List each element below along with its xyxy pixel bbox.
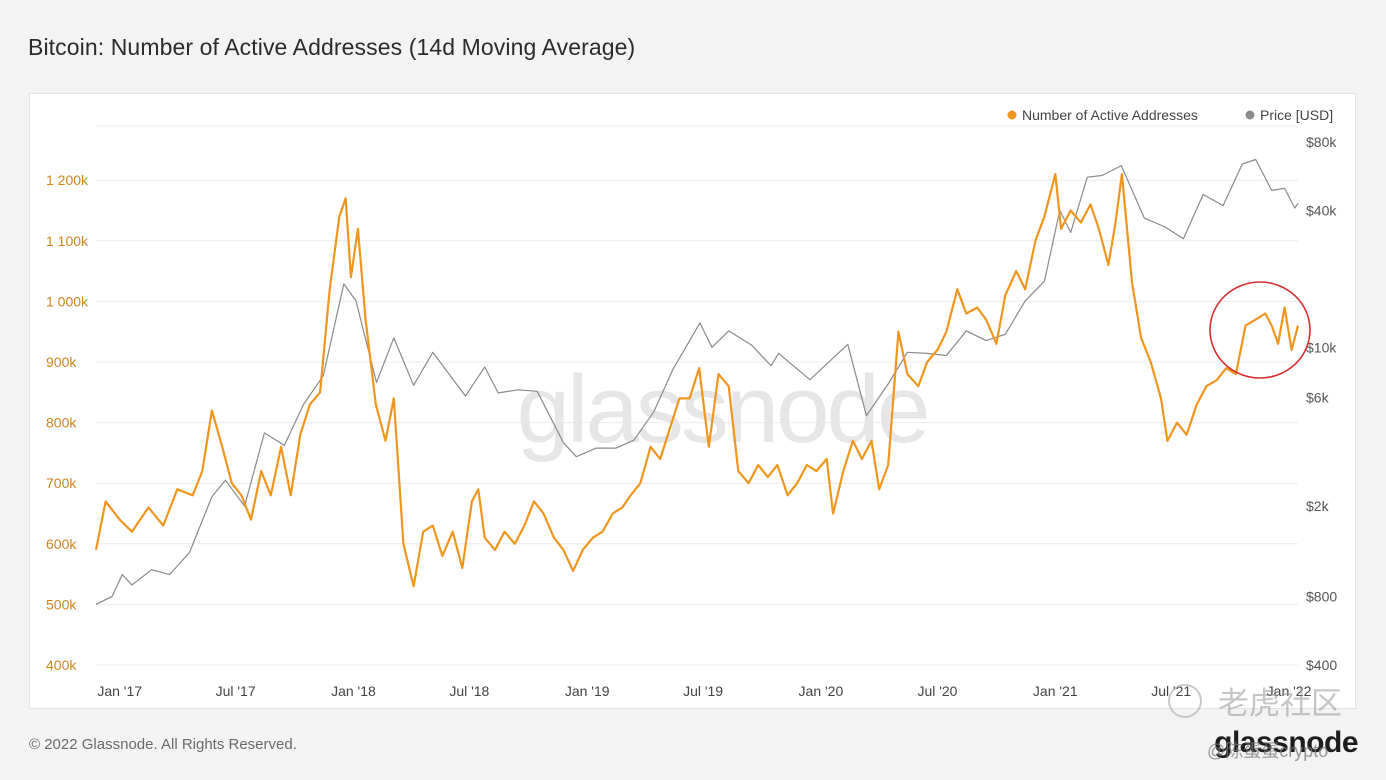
x-tick-label: Jan '19 [565,683,610,699]
x-tick-label: Jan '18 [331,683,376,699]
legend-label-active: Number of Active Addresses [1022,107,1198,123]
left-tick-label: 900k [46,354,77,370]
copyright-text: © 2022 Glassnode. All Rights Reserved. [29,736,297,753]
x-tick-label: Jan '17 [97,683,142,699]
chart-svg: glassnode 400k 500k 600k 700k 800k 900k 1 000k… [46,107,1337,699]
x-tick-label: Jul '20 [917,683,957,699]
left-axis-ticks: 400k 500k 600k 700k 800k 900k 1 000k 1 100k 1 20… [46,172,89,673]
active-addresses-line [94,173,1300,588]
active-addresses-series [94,173,1300,588]
right-tick-label: $400 [1306,657,1337,673]
highlight-annotation [1209,281,1311,379]
x-tick-label: Jul '19 [683,683,723,699]
left-tick-label: 1 200k [46,172,89,188]
watermark-cn-text: 老虎社区 [1218,686,1342,722]
right-tick-label: $80k [1306,134,1337,150]
left-tick-label: 500k [46,596,77,612]
glassnode-logo: glassnode [1214,726,1358,759]
left-tick-label: 400k [46,657,77,673]
x-axis-ticks: Jan '17 Jul '17 Jan '18 Jul '18 Jan '19 Jul '… [97,683,1311,699]
legend-label-price: Price [USD] [1260,107,1333,123]
left-tick-label: 1 100k [46,233,89,249]
legend: Number of Active Addresses Price [USD] [1007,107,1333,123]
right-axis-ticks: $400 $800 $2k $6k $10k $40k $80k [1306,134,1337,673]
author-handle: @陈蛋蛋crypto [1207,741,1329,761]
watermark-tiger-icon [1168,684,1202,718]
x-tick-label: Jan '21 [1033,683,1078,699]
watermark-text: glassnode [517,356,928,463]
gridlines [96,125,1298,666]
right-tick-label: $6k [1306,390,1330,406]
page-title: Bitcoin: Number of Active Addresses (14d… [28,34,636,60]
price-series [95,158,1299,605]
left-tick-label: 700k [46,475,77,491]
legend-marker-active [1007,110,1017,120]
left-tick-label: 600k [46,536,77,552]
left-tick-label: 800k [46,415,77,431]
x-tick-label: Jan '20 [799,683,844,699]
right-tick-label: $10k [1306,339,1337,355]
right-tick-label: $40k [1306,202,1337,218]
price-line [95,158,1299,605]
x-tick-label: Jul '18 [449,683,489,699]
right-tick-label: $800 [1306,589,1337,605]
highlight-circle [1209,281,1311,379]
x-tick-label: Jul '17 [216,683,256,699]
right-tick-label: $2k [1306,498,1330,514]
legend-marker-price [1245,110,1255,120]
left-tick-label: 1 000k [46,293,89,309]
chart-card: glassnode 400k 500k 600k 700k 800k 900k 1 000k… [29,93,1356,709]
x-tick-label: Jan '22 [1267,683,1312,699]
